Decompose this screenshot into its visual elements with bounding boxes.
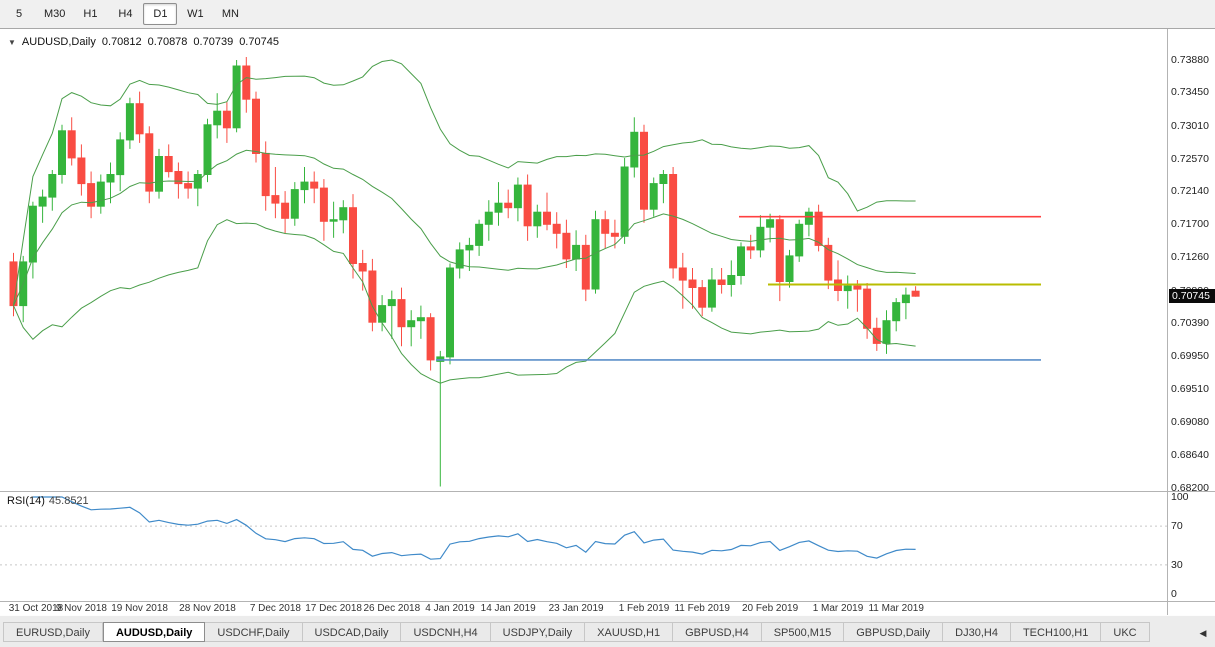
rsi-indicator-chart[interactable]	[0, 492, 1167, 600]
chart-high-value: 0.70878	[147, 36, 188, 48]
timeframe-button-w1[interactable]: W1	[187, 8, 204, 20]
current-price-tag: 0.70745	[1169, 289, 1215, 304]
date-axis-label: 17 Dec 2018	[305, 603, 362, 614]
chart-low-value: 0.70739	[193, 36, 234, 48]
chart-tab-dj30-h4[interactable]: DJ30,H4	[943, 622, 1011, 642]
chart-tab-gbpusd-daily[interactable]: GBPUSD,Daily	[844, 622, 944, 642]
timeframe-button-h4[interactable]: H4	[118, 8, 133, 20]
axis-separator-line	[1167, 29, 1168, 616]
timeframe-button-d1[interactable]: D1	[143, 3, 178, 25]
chart-window: ▼ AUDUSD,Daily 0.70812 0.70878 0.70739 0…	[0, 28, 1215, 617]
rsi-axis-label: 0	[1171, 588, 1177, 600]
chart-tabs-bar: EURUSD,Daily AUDUSD,Daily USDCHF,Daily USDC…	[0, 615, 1215, 647]
chart-tab-usdcnh-h4[interactable]: USDCNH,H4	[401, 622, 491, 642]
pane-separator[interactable]	[0, 491, 1215, 492]
chart-collapse-icon[interactable]: ▼	[8, 37, 16, 47]
chart-tabs: EURUSD,Daily AUDUSD,Daily USDCHF,Daily USDC…	[3, 622, 1150, 644]
timeframe-toolbar: 5 M30 H1 H4 D1 W1 MN	[0, 0, 1215, 28]
candlestick-chart[interactable]	[0, 31, 1167, 491]
date-axis[interactable]: 31 Oct 2018 9 Nov 2018 19 Nov 2018 28 Nov 2…	[0, 603, 1167, 617]
price-axis-label: 0.69950	[1171, 350, 1209, 363]
price-axis-label: 0.69080	[1171, 415, 1209, 428]
chart-tab-eurusd-daily[interactable]: EURUSD,Daily	[3, 622, 103, 642]
date-axis-label: 7 Dec 2018	[249, 603, 301, 614]
date-axis-label: 9 Nov 2018	[55, 603, 107, 614]
timeframe-button-h1[interactable]: H1	[83, 8, 98, 20]
chart-tab-usdchf-daily[interactable]: USDCHF,Daily	[205, 622, 303, 642]
price-axis[interactable]: 0.70745 0.73880 0.73450 0.73010 0.72570 0.72…	[1169, 31, 1215, 494]
rsi-axis: 100 70 30 0	[1169, 491, 1215, 600]
rsi-value: 45.8521	[48, 495, 89, 507]
chart-open-value: 0.70812	[101, 36, 142, 48]
price-axis-label: 0.73450	[1171, 86, 1209, 99]
price-axis-label: 0.69510	[1171, 383, 1209, 396]
date-axis-label: 14 Jan 2019	[480, 603, 536, 614]
timeframe-button-m30[interactable]: M30	[44, 8, 66, 20]
price-axis-label: 0.71260	[1171, 251, 1209, 264]
date-axis-label: 26 Dec 2018	[363, 603, 421, 614]
date-axis-separator	[0, 601, 1215, 602]
date-axis-label: 11 Mar 2019	[868, 603, 924, 614]
chart-tab-sp500-m15[interactable]: SP500,M15	[761, 622, 845, 642]
chart-symbol-label: AUDUSD,Daily	[21, 36, 96, 48]
tabs-scroll-left-button[interactable]: ◀	[1199, 628, 1207, 638]
price-axis-label: 0.70390	[1171, 316, 1209, 329]
chart-tab-tech100-h1[interactable]: TECH100,H1	[1010, 622, 1102, 642]
chart-tab-gbpusd-h4[interactable]: GBPUSD,H4	[673, 622, 762, 642]
date-axis-label: 4 Jan 2019	[425, 603, 475, 614]
chart-tab-usdcad-daily[interactable]: USDCAD,Daily	[302, 622, 402, 642]
date-axis-label: 28 Nov 2018	[179, 603, 236, 614]
date-axis-label: 19 Nov 2018	[111, 603, 168, 614]
chart-close-value: 0.70745	[239, 36, 279, 48]
bollinger-bands	[13, 59, 916, 384]
candles	[9, 57, 920, 487]
price-axis-label: 0.72570	[1171, 152, 1209, 165]
rsi-axis-label: 100	[1171, 491, 1189, 503]
rsi-axis-label: 30	[1171, 558, 1183, 571]
date-axis-label: 23 Jan 2019	[548, 603, 604, 614]
date-axis-label: 20 Feb 2019	[742, 603, 799, 614]
date-axis-label: 31 Oct 2018	[8, 603, 64, 614]
date-axis-label: 1 Mar 2019	[812, 603, 864, 614]
price-axis-label: 0.72140	[1171, 185, 1209, 198]
price-axis-label: 0.73010	[1171, 119, 1209, 132]
chart-title: ▼ AUDUSD,Daily 0.70812 0.70878 0.70739 0…	[8, 36, 279, 48]
timeframe-button-mn[interactable]: MN	[221, 8, 239, 20]
price-axis-label: 0.71700	[1171, 218, 1209, 231]
rsi-axis-label: 70	[1171, 520, 1183, 533]
price-axis-label: 0.68640	[1171, 448, 1209, 461]
date-axis-label: 1 Feb 2019	[618, 603, 670, 614]
chart-tab-ukc[interactable]: UKC	[1101, 622, 1150, 642]
date-axis-label: 11 Feb 2019	[674, 603, 730, 614]
rsi-label: RSI(14) 45.8521	[7, 495, 89, 507]
timeframe-button-5[interactable]: 5	[15, 8, 23, 20]
chart-tab-xauusd-h1[interactable]: XAUUSD,H1	[585, 622, 674, 642]
chart-tab-audusd-daily[interactable]: AUDUSD,Daily	[102, 622, 206, 642]
rsi-line	[32, 496, 916, 560]
chart-tab-usdjpy-daily[interactable]: USDJPY,Daily	[490, 622, 586, 642]
price-axis-label: 0.73880	[1171, 54, 1209, 66]
timeframe-button-group: 5 M30 H1 H4 D1 W1 MN	[2, 3, 248, 25]
